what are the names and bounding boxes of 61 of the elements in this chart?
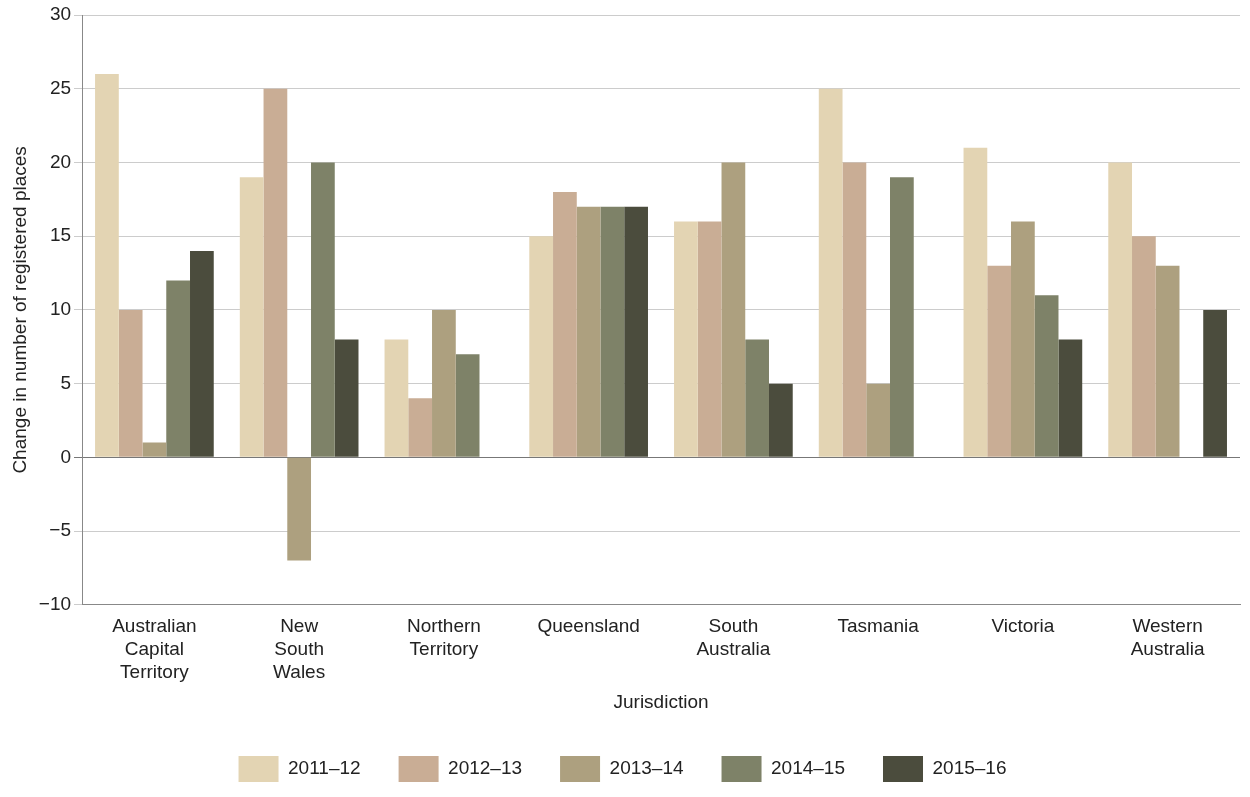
y-tick-label: −5 [49, 519, 72, 541]
x-tick-label: South Australia [696, 615, 771, 660]
x-tick-label: Tasmania [837, 615, 920, 637]
bar [963, 147, 988, 457]
bar [287, 457, 312, 561]
bar [697, 221, 722, 457]
bar [408, 398, 433, 457]
y-tick-label: 15 [49, 224, 72, 246]
bar [1058, 339, 1083, 457]
legend-label: 2015–16 [932, 757, 1007, 779]
bar [432, 309, 456, 457]
bar [553, 191, 577, 457]
x-axis-title: Jurisdiction [613, 690, 709, 712]
bar [334, 339, 359, 457]
x-tick-label: Australian Capital Territory [112, 615, 197, 683]
bar [1034, 295, 1059, 457]
bar [118, 309, 143, 457]
legend-label: 2013–14 [609, 757, 684, 779]
bar [95, 73, 119, 457]
bar [529, 236, 554, 457]
y-axis-title: Change in number of registered places [8, 146, 30, 474]
bar [890, 177, 914, 457]
legend-label: 2012–13 [448, 757, 523, 779]
x-tick-label: Western Australia [1130, 615, 1206, 660]
y-tick-label: −10 [38, 593, 72, 615]
y-tick-label: 30 [49, 3, 72, 25]
bar [142, 442, 167, 457]
y-tick-label: 5 [60, 371, 72, 393]
bar [866, 383, 890, 457]
bar [600, 206, 625, 457]
y-tick-label: 0 [60, 445, 72, 467]
bar [311, 162, 335, 457]
y-tick-label: 25 [49, 76, 72, 98]
x-tick-label: Queensland [537, 615, 640, 637]
bar [239, 177, 264, 457]
bar [624, 206, 648, 457]
bar [576, 206, 601, 457]
bar [1108, 162, 1133, 457]
bar [455, 354, 480, 457]
bar [1132, 236, 1156, 457]
bar [987, 265, 1012, 457]
bar [1011, 221, 1035, 457]
y-tick-label: 10 [49, 298, 72, 320]
legend-label: 2011–12 [288, 757, 361, 779]
bar [1203, 309, 1227, 457]
bar [674, 221, 698, 457]
bar [818, 88, 843, 457]
bar [769, 383, 793, 457]
bar [842, 162, 867, 457]
bar [721, 162, 746, 457]
x-tick-label: Northern Territory [406, 615, 481, 660]
x-tick-label: New South Wales [273, 615, 326, 683]
bar [384, 339, 409, 457]
bar [263, 88, 288, 457]
bar [745, 339, 769, 457]
legend-label: 2014–15 [771, 757, 845, 779]
bar [190, 250, 214, 457]
x-tick-label: Victoria [991, 615, 1055, 637]
bar [1155, 265, 1180, 457]
bar [166, 280, 191, 457]
y-tick-label: 20 [49, 150, 72, 172]
